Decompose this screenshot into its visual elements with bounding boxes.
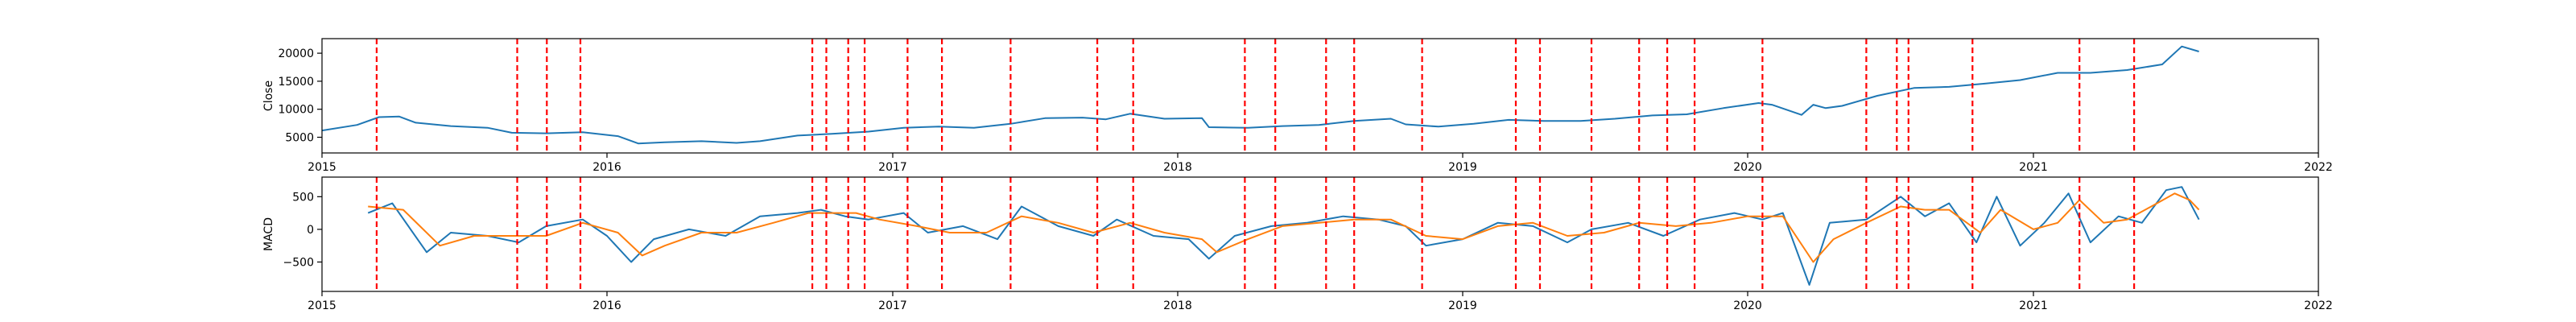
close-x-tick-label: 2021 (2019, 161, 2048, 174)
close-y-tick-label: 20000 (278, 47, 314, 60)
macd-y-axis-label: MACD (262, 217, 275, 251)
macd-x-tick-label: 2018 (1163, 299, 1192, 312)
close-x-tick-label: 2015 (308, 161, 336, 174)
macd-y-tick-label: −500 (283, 256, 314, 269)
close-y-axis-label: Close (262, 80, 275, 111)
macd-signal-line (368, 192, 2200, 263)
close-x-tick-label: 2020 (1733, 161, 1762, 174)
macd-macd-line (367, 186, 2200, 286)
close-close-line (322, 45, 2199, 145)
close-y-tick-label: 15000 (278, 76, 314, 89)
close-x-tick-label: 2019 (1448, 161, 1477, 174)
close-x-tick-label: 2018 (1163, 161, 1192, 174)
macd-y-tick-label: 500 (292, 191, 314, 204)
macd-x-tick-label: 2022 (2304, 299, 2333, 312)
macd-axes-frame (321, 176, 2319, 292)
macd-x-tick-label: 2016 (592, 299, 621, 312)
close-x-tick-label: 2022 (2304, 161, 2333, 174)
close-axes-frame (321, 38, 2319, 154)
macd-y-tick-label: 0 (307, 224, 314, 237)
close-x-tick-label: 2016 (592, 161, 621, 174)
macd-x-tick-label: 2015 (308, 299, 336, 312)
close-y-tick-label: 5000 (285, 132, 314, 145)
macd-x-tick-label: 2019 (1448, 299, 1477, 312)
close-price-panel: 2015 2016 2017 2018 2019 2020 2021 2022 5000 1000… (262, 38, 2333, 174)
close-x-tick-label: 2017 (878, 161, 907, 174)
macd-x-tick-label: 2017 (878, 299, 907, 312)
macd-x-tick-label: 2020 (1733, 299, 1762, 312)
macd-panel: 2015 2016 2017 2018 2019 2020 2021 2022 −500 0 500… (262, 176, 2333, 312)
macd-x-tick-label: 2021 (2019, 299, 2048, 312)
close-y-tick-label: 10000 (278, 104, 314, 117)
